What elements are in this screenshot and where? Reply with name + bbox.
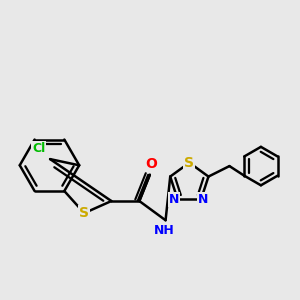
Text: N: N	[169, 193, 179, 206]
Text: O: O	[145, 157, 157, 171]
Text: S: S	[79, 206, 89, 220]
Text: Cl: Cl	[32, 142, 45, 155]
Text: NH: NH	[154, 224, 175, 237]
Text: N: N	[198, 193, 208, 206]
Text: S: S	[184, 156, 194, 170]
